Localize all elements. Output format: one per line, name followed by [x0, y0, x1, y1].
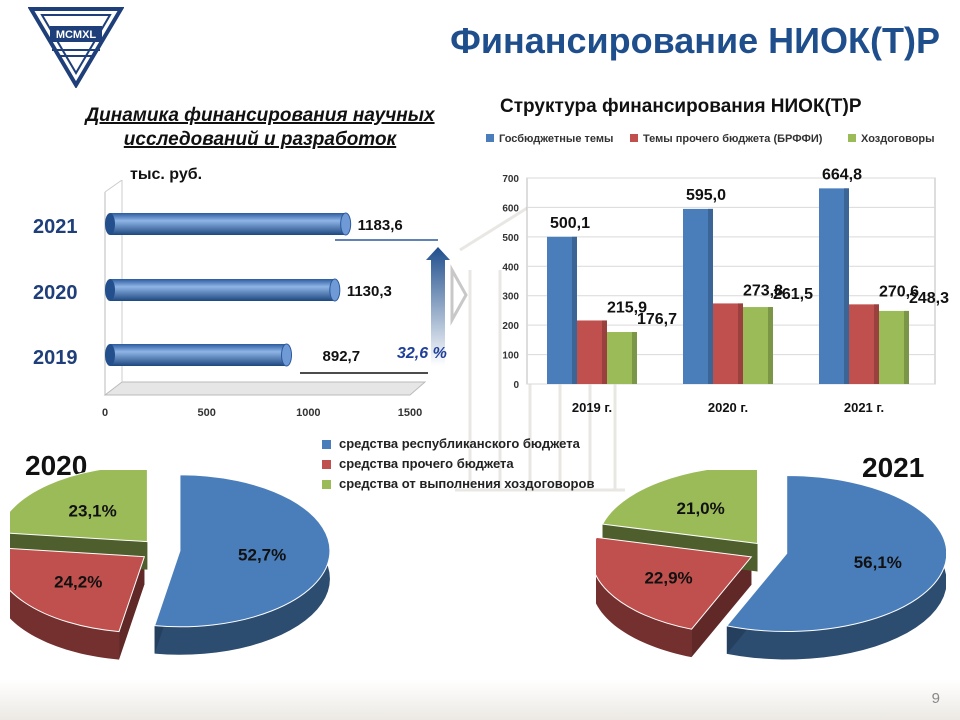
pie-data-label: 22,9% — [644, 568, 692, 587]
pie-data-label: 23,1% — [69, 501, 117, 520]
pie-data-label: 21,0% — [677, 499, 725, 518]
legend-swatch — [322, 459, 331, 469]
hbar-category-label: 2021 — [33, 216, 78, 238]
col-legend-swatch — [630, 134, 638, 142]
pie-data-label: 24,2% — [54, 573, 102, 592]
col-bar-shade — [738, 303, 743, 384]
pie-slice — [10, 547, 146, 633]
col-x-tick: 2020 г. — [708, 400, 748, 415]
col-data-label: 215,9 — [607, 299, 647, 316]
col-legend-swatch — [486, 134, 494, 142]
legend-label: средства от выполнения хоздоговоров — [339, 476, 595, 491]
pie-legend: средства республиканского бюджета средст… — [322, 434, 594, 494]
col-data-label: 270,6 — [879, 283, 919, 300]
hbar-frame-top — [104, 180, 123, 193]
pie-slice-side — [10, 590, 120, 660]
legend-label: средства прочего бюджета — [339, 456, 514, 471]
col-x-tick: 2019 г. — [572, 400, 612, 415]
hbar-x-tick: 500 — [197, 407, 215, 419]
pie-slice — [153, 474, 331, 628]
pie-slice — [725, 474, 946, 632]
pie-slice — [596, 536, 753, 630]
chevron-right-icon — [450, 264, 468, 326]
col-data-label: 176,7 — [637, 311, 677, 328]
col-y-tick: 400 — [502, 262, 519, 273]
hbar-unit-label: тыс. руб. — [130, 166, 203, 183]
column-chart-title: Структура финансирования НИОК(Т)Р — [500, 96, 862, 117]
hbar-bar-cap — [105, 279, 115, 301]
hbar-bar-end — [281, 343, 293, 367]
col-data-label: 500,1 — [550, 215, 590, 232]
col-legend-swatch — [848, 134, 856, 142]
hbar-bar-cap — [105, 213, 115, 235]
footer-band — [0, 680, 960, 720]
hbar-category-label: 2020 — [33, 282, 78, 304]
col-data-label: 595,0 — [686, 187, 726, 204]
col-y-tick: 700 — [502, 174, 519, 185]
col-bar-shade — [572, 236, 577, 384]
hbar-value-label: 1183,6 — [358, 217, 403, 234]
col-bar-shade — [768, 307, 773, 384]
col-y-tick: 600 — [502, 203, 519, 214]
hbar-x-tick: 0 — [102, 407, 108, 419]
col-data-label: 664,8 — [822, 166, 862, 183]
hbar-bar — [110, 213, 346, 235]
col-data-label: 261,5 — [773, 286, 813, 303]
logo-text: MCMXL — [56, 29, 97, 41]
col-bar-shade — [708, 208, 713, 384]
pie-slice — [601, 470, 759, 545]
growth-arrow-icon — [426, 247, 450, 366]
hbar-value-label: 1130,3 — [347, 283, 392, 300]
hbar-chart-title: Динамика финансирования научных исследов… — [85, 105, 435, 150]
pie-data-label: 52,7% — [238, 545, 286, 564]
hbar-x-tick: 1500 — [398, 407, 422, 419]
pie-2021-title: 2021 — [862, 452, 925, 483]
col-bar-shade — [632, 331, 637, 384]
hbar-chart: 2021 1183,6 2020 1130,3 2019 892,7 0 500 1000 150… — [33, 180, 468, 419]
pie-legend-item-contracts: средства от выполнения хоздоговоров — [322, 474, 594, 494]
col-data-label: 273,8 — [743, 282, 783, 299]
pie-data-label: 56,1% — [854, 553, 902, 572]
hbar-bar-cap — [105, 344, 115, 366]
hbar-x-tick: 1000 — [296, 407, 320, 419]
hbar-floor — [103, 381, 427, 396]
col-y-tick: 500 — [502, 233, 519, 244]
col-y-tick: 300 — [502, 292, 519, 303]
hbar-value-label: 892,7 — [323, 348, 361, 365]
col-x-tick: 2021 г. — [844, 400, 884, 415]
col-y-tick: 0 — [513, 380, 519, 391]
hbar-bar — [110, 279, 335, 301]
hbar-bar — [110, 344, 287, 366]
col-y-tick: 100 — [502, 351, 519, 362]
university-logo: MCMXL — [28, 7, 124, 88]
col-legend-label: Госбюджетные темы — [499, 133, 613, 145]
hbar-bar-end — [340, 212, 352, 236]
legend-swatch — [322, 439, 331, 449]
pie-slice — [10, 470, 148, 543]
col-bar-shade — [904, 310, 909, 384]
legend-swatch — [322, 479, 331, 489]
pie-slice-side — [596, 537, 692, 658]
growth-annotation: 32,6 % — [397, 345, 447, 362]
col-y-tick: 200 — [502, 321, 519, 332]
col-bar-shade — [844, 188, 849, 384]
slide-title: Финансирование НИОК(Т)Р — [450, 20, 940, 61]
column-chart: Госбюджетные темы Темы прочего бюджета (Б… — [486, 133, 949, 415]
page-number: 9 — [931, 690, 940, 707]
pie-chart-2021: 56,1% 22,9% 21,0% — [596, 470, 946, 660]
pie-chart-2020: 52,7% 24,2% 23,1% — [10, 470, 331, 660]
hbar-bar-end — [329, 278, 341, 302]
col-data-label: 248,3 — [909, 290, 949, 307]
col-bar-shade — [602, 320, 607, 384]
col-legend-label: Хоздоговоры — [861, 133, 935, 145]
col-bar-shade — [874, 304, 879, 384]
pie-legend-item-other: средства прочего бюджета — [322, 454, 594, 474]
legend-label: средства республиканского бюджета — [339, 436, 580, 451]
hbar-category-label: 2019 — [33, 347, 78, 369]
pie-legend-item-republic: средства республиканского бюджета — [322, 434, 594, 454]
col-legend-label: Темы прочего бюджета (БРФФИ) — [643, 133, 823, 145]
